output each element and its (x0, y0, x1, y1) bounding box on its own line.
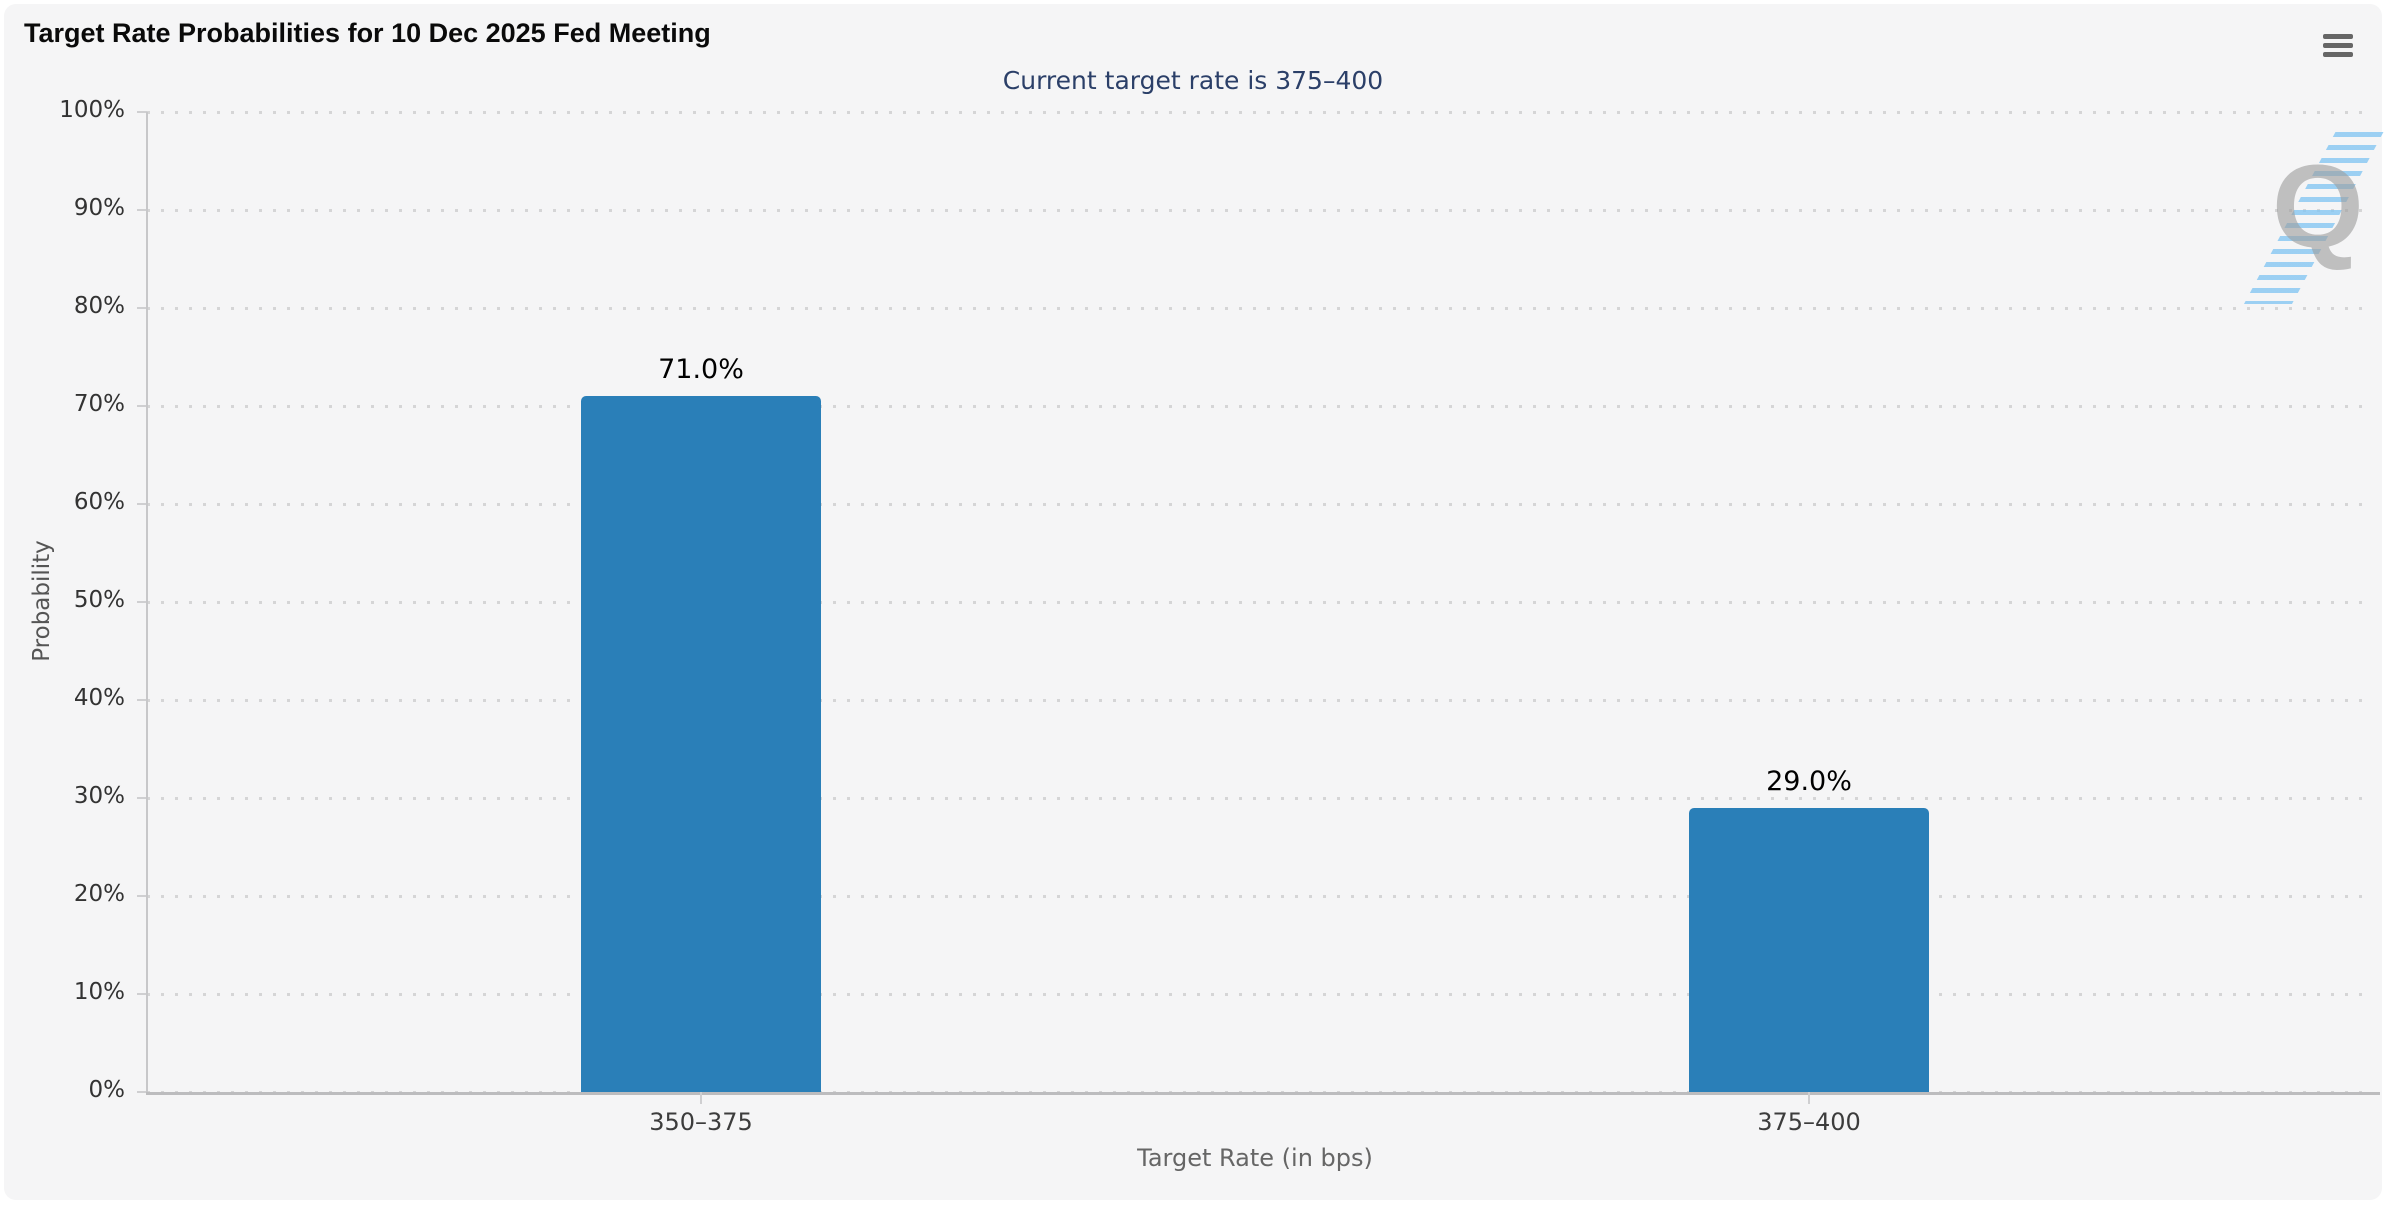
y-tick-label: 100% (59, 97, 125, 123)
x-tick-label: 350–375 (649, 1108, 753, 1136)
y-tick-mark (137, 993, 147, 995)
gridline (147, 111, 2363, 114)
y-tick-mark (137, 405, 147, 407)
chart-context-menu-button[interactable] (2318, 26, 2358, 64)
y-tick-mark (137, 503, 147, 505)
gridline (147, 797, 2363, 800)
y-tick-label: 50% (73, 587, 125, 613)
y-tick-mark (137, 699, 147, 701)
gridline (147, 503, 2363, 506)
y-tick-mark (137, 601, 147, 603)
bar-350–375[interactable] (581, 396, 821, 1092)
y-tick-mark (137, 111, 147, 113)
y-tick-label: 60% (73, 489, 125, 515)
y-tick-label: 70% (73, 391, 125, 417)
x-axis-title: Target Rate (in bps) (1137, 1144, 1373, 1172)
y-tick-mark (137, 797, 147, 799)
hamburger-icon (2323, 51, 2353, 57)
y-tick-label: 0% (88, 1077, 126, 1103)
y-tick-label: 20% (73, 881, 125, 907)
y-tick-label: 40% (73, 685, 125, 711)
gridline (147, 699, 2363, 702)
gridline (147, 405, 2363, 408)
hamburger-icon (2323, 33, 2353, 39)
x-tick-mark (1808, 1092, 1810, 1104)
x-axis-line (146, 1092, 2380, 1095)
gridline (147, 209, 2363, 212)
y-tick-mark (137, 895, 147, 897)
gridline (147, 895, 2363, 898)
y-tick-label: 10% (73, 979, 125, 1005)
x-tick-mark (700, 1092, 702, 1104)
bar-375–400[interactable] (1689, 807, 1929, 1092)
y-tick-mark (137, 307, 147, 309)
x-tick-label: 375–400 (1757, 1108, 1861, 1136)
y-tick-label: 80% (73, 293, 125, 319)
chart-title: Target Rate Probabilities for 10 Dec 202… (24, 18, 711, 48)
y-tick-label: 30% (73, 783, 125, 809)
y-tick-mark (137, 1091, 147, 1093)
y-tick-label: 90% (73, 195, 125, 221)
y-tick-mark (137, 209, 147, 211)
y-axis-line (146, 112, 148, 1092)
bar-value-label: 71.0% (658, 354, 744, 386)
bar-value-label: 29.0% (1766, 765, 1852, 797)
gridline (147, 307, 2363, 310)
gridline (147, 601, 2363, 604)
hamburger-icon (2323, 42, 2353, 48)
gridline (147, 993, 2363, 996)
chart-subtitle: Current target rate is 375–400 (1002, 66, 1384, 95)
